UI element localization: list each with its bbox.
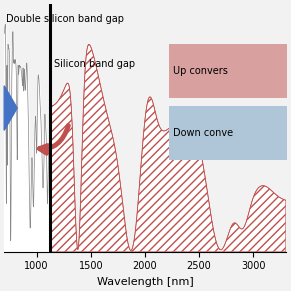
Text: Down conve: Down conve bbox=[173, 128, 233, 138]
FancyBboxPatch shape bbox=[169, 106, 287, 160]
Text: Up convers: Up convers bbox=[173, 66, 228, 76]
Text: Double silicon band gap: Double silicon band gap bbox=[6, 14, 124, 24]
Text: Silicon band gap: Silicon band gap bbox=[54, 58, 135, 69]
Polygon shape bbox=[4, 86, 17, 130]
X-axis label: Wavelength [nm]: Wavelength [nm] bbox=[97, 277, 193, 287]
FancyBboxPatch shape bbox=[169, 44, 287, 98]
